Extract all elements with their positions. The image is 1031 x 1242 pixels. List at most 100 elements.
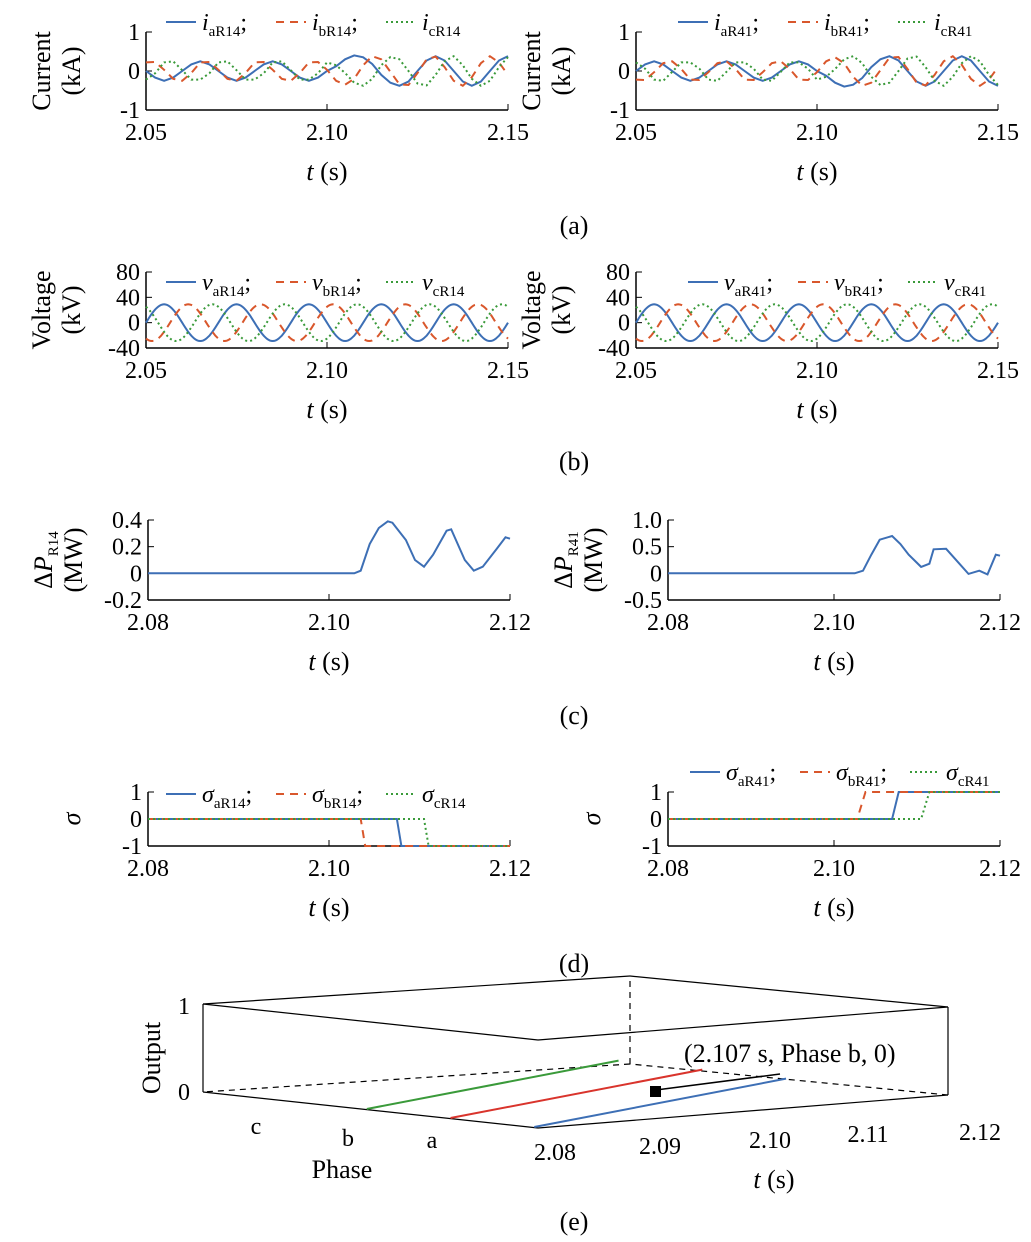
x-axis-label: t (s) (306, 395, 347, 424)
legend-entry: icR41 (934, 10, 972, 40)
z-axis-label: Output (137, 1021, 166, 1094)
x-tick-label: 2.08 (127, 856, 169, 882)
x-tick-label: 2.05 (615, 358, 657, 384)
series-line-bR14 (145, 54, 509, 88)
caption-e: (e) (560, 1207, 589, 1236)
x-tick-label: 2.10 (796, 358, 838, 384)
panel-c-right: 1.00.50-0.52.08 2.10 2.12 t (s) ΔPR41(MW) (549, 508, 1021, 676)
phase-axis-label: Phase (312, 1155, 373, 1184)
x-tick-label: 2.10 (308, 610, 350, 636)
x-axis-label: t (s) (813, 647, 854, 676)
box-edge (629, 975, 949, 1008)
y-tick-label: -0.5 (624, 588, 662, 614)
series-line-bR41 (668, 791, 1000, 820)
legend-entry: σbR41; (836, 760, 887, 790)
legend-entry: σcR14 (422, 782, 466, 812)
legend-entry: σaR41; (726, 760, 776, 790)
y-axis-unit: (MW) (59, 528, 88, 593)
x-axis-label: t (s) (796, 157, 837, 186)
y-axis-label: Current (517, 31, 546, 111)
series-line-aR41 (635, 303, 999, 343)
x-tick-label: 2.05 (615, 120, 657, 146)
legend-entry: σcR41 (946, 760, 990, 790)
x-tick-label: 2.15 (977, 120, 1019, 146)
y-axis-unit: (kV) (57, 285, 86, 334)
annotation-label: (2.107 s, Phase b, 0) (684, 1039, 896, 1068)
legend-entry: icR14 (422, 10, 461, 40)
y-tick-label: 0 (618, 311, 630, 337)
z-tick-label: 1 (178, 994, 190, 1020)
phase-tick-label: b (342, 1126, 354, 1152)
caption-d: (d) (559, 949, 589, 978)
panel-e: (2.107 s, Phase b, 0) 2.08 2.09 2.10 2.11 2.1… (137, 975, 1001, 1194)
x-axis-label: t (s) (306, 157, 347, 186)
y-tick-label: 1 (650, 780, 662, 806)
phase-line-c (366, 1059, 619, 1110)
y-tick-label: 0 (650, 807, 662, 833)
x-tick-label: 2.12 (979, 610, 1021, 636)
x-tick-label: 2.10 (306, 120, 348, 146)
legend-entry: iaR14; (202, 10, 247, 40)
phase-tick-label: c (251, 1114, 262, 1140)
t-tick-label: 2.11 (847, 1122, 888, 1148)
y-tick-label: -1 (120, 98, 140, 124)
x-tick-label: 2.05 (125, 358, 167, 384)
phase-line-a (534, 1077, 787, 1128)
x-tick-label: 2.12 (489, 856, 531, 882)
t-tick-label: 2.09 (639, 1134, 681, 1160)
t-tick-label: 2.10 (749, 1128, 791, 1154)
box-edge-hidden (202, 1063, 631, 1093)
legend-entry: σaR14; (202, 782, 252, 812)
y-tick-label: -1 (642, 834, 662, 860)
box-edge-hidden (629, 1063, 949, 1096)
x-tick-label: 2.12 (489, 610, 531, 636)
legend-entry: vaR41; (724, 270, 773, 300)
y-tick-label: 0.4 (112, 508, 142, 534)
series-line-bR41 (635, 303, 999, 343)
x-tick-label: 2.08 (647, 856, 689, 882)
x-axis-label: t (s) (813, 893, 854, 922)
x-tick-label: 2.15 (487, 120, 529, 146)
x-tick-label: 2.10 (813, 610, 855, 636)
y-tick-label: 0 (128, 59, 140, 85)
annotation-leader (655, 1073, 781, 1091)
t-tick-label: 2.12 (959, 1120, 1001, 1146)
series-line-dp (668, 534, 1001, 576)
z-tick-label: 0 (178, 1080, 190, 1106)
panel-d-right: 10-12.08 2.10 2.12 t (s) σ σaR41; σbR41; σcR41 (577, 760, 1021, 922)
y-axis-unit: (kA) (547, 46, 576, 95)
x-tick-label: 2.10 (796, 120, 838, 146)
series-line-cR41 (668, 791, 1000, 820)
x-tick-label: 2.15 (487, 358, 529, 384)
x-tick-label: 2.12 (979, 856, 1021, 882)
legend-entry: vbR14; (312, 270, 362, 300)
x-tick-label: 2.15 (977, 358, 1019, 384)
y-tick-label: 40 (606, 285, 630, 311)
series-line-dp (148, 520, 511, 575)
y-tick-label: 1 (130, 780, 142, 806)
series-line-bR41 (635, 54, 999, 88)
x-tick-label: 2.08 (647, 610, 689, 636)
y-axis-label: Current (27, 31, 56, 111)
x-axis-label: t (s) (308, 893, 349, 922)
legend-entry: ibR14; (312, 10, 358, 40)
panel-a-left: 1 0 -12.05 2.10 2.15 t (s) Current (kA) iaR14; ib… (27, 10, 529, 186)
phase-tick-label: a (427, 1128, 438, 1154)
y-tick-label: 1.0 (632, 508, 662, 534)
caption-a: (a) (560, 211, 589, 240)
y-tick-label: 0 (128, 311, 140, 337)
y-axis-unit: (kV) (547, 285, 576, 334)
marker-point (650, 1086, 661, 1097)
y-axis-label: ΔPR41 (549, 531, 582, 589)
legend-entry: ibR41; (824, 10, 870, 40)
y-axis-label: σ (577, 811, 606, 825)
y-tick-label: 80 (606, 260, 630, 286)
x-tick-label: 2.10 (813, 856, 855, 882)
x-axis-label: t (s) (796, 395, 837, 424)
y-tick-label: -40 (598, 336, 630, 362)
y-tick-label: -1 (122, 834, 142, 860)
series-line-bR14 (148, 818, 510, 847)
